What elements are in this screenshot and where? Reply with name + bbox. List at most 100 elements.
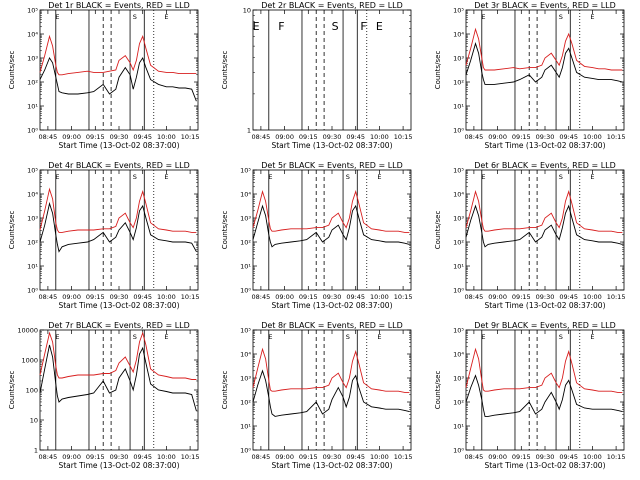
y-axis-label: Counts/sec [221,371,229,410]
x-tick-label: 09:45 [133,453,152,461]
y-tick-label: 1 [34,447,38,455]
chart-title: Det 1r BLACK = Events, RED = LLD [48,1,190,10]
y-tick-label: 10⁵ [453,167,464,175]
y-tick-label: 10³ [27,55,38,63]
y-tick-label: 10 [30,417,38,425]
lld-series-line [39,34,197,76]
marker-label: E [481,333,485,341]
y-tick-label: 10³ [240,215,251,223]
marker-label: E [268,173,272,181]
lld-series-line [465,27,623,71]
x-tick-label: 09:00 [488,133,507,141]
y-tick-label: 10⁵ [27,167,38,175]
y-tick-label: 10² [240,239,251,247]
detector-panel: Det 1r BLACK = Events, RED = LLD 10⁰ 10¹ 10… [0,0,213,160]
y-tick-label: 10³ [27,215,38,223]
x-tick-label: 09:15 [299,293,318,301]
x-tick-label: 09:00 [275,293,294,301]
detector-chart: Det 4r BLACK = Events, RED = LLD 10⁰ 10¹ 10… [8,161,199,310]
x-tick-label: 09:15 [512,133,531,141]
x-tick-label: 09:15 [512,453,531,461]
x-tick-label: 09:15 [299,453,318,461]
plot-frame [39,9,199,131]
y-axis-label: Counts/sec [8,371,16,410]
x-tick-label: 08:45 [39,453,58,461]
marker-label: S [346,333,350,341]
x-tick-label: 09:30 [323,133,342,141]
x-tick-label: 08:45 [465,453,484,461]
marker-label: E [590,333,594,341]
marker-label: F [278,20,284,33]
x-axis-label: Start Time (13-Oct-02 08:37:00) [58,301,179,310]
marker-label: E [268,333,272,341]
x-tick-label: 09:30 [536,453,555,461]
detector-panel: Det 5r BLACK = Events, RED = LLD 10⁰ 10¹ 10… [213,160,426,320]
lld-series-line [39,331,197,380]
x-tick-label: 09:30 [323,293,342,301]
marker-label: E [55,173,59,181]
x-tick-label: 09:00 [62,133,81,141]
y-tick-label: 10⁴ [453,191,464,199]
y-tick-label: 10⁵ [240,327,251,335]
y-tick-label: 10⁰ [27,287,38,295]
marker-label: E [164,13,168,21]
y-tick-label: 10² [453,399,464,407]
marker-label: E [590,13,594,21]
y-tick-label: 10⁴ [240,351,251,359]
y-tick-label: 10⁵ [453,327,464,335]
x-tick-label: 10:00 [370,133,389,141]
marker-label: E [55,333,59,341]
detector-chart: Det 6r BLACK = Events, RED = LLD 10⁰ 10¹ 10… [434,161,625,310]
marker-label: F [360,20,366,33]
x-tick-label: 10:00 [583,133,602,141]
y-tick-label: 10¹ [240,263,251,271]
y-tick-label: 10¹ [453,423,464,431]
y-axis-label: Counts/sec [434,371,442,410]
y-tick-label: 10⁰ [27,127,38,135]
marker-label: S [559,173,563,181]
x-tick-label: 08:45 [39,293,58,301]
y-tick-label: 10¹ [27,103,38,111]
marker-label: E [55,13,59,21]
x-tick-label: 10:15 [394,453,413,461]
detector-panel: Det 7r BLACK = Events, RED = LLD 1 10 100 10… [0,320,213,480]
y-tick-label: 100 [26,387,38,395]
marker-label: E [481,173,485,181]
y-tick-label: 10² [27,239,38,247]
y-tick-label: 10² [240,399,251,407]
y-tick-label: 10⁰ [240,287,251,295]
x-axis-label: Start Time (13-Oct-02 08:37:00) [271,461,392,470]
y-tick-label: 10000 [17,327,38,335]
lld-series-line [465,189,623,233]
x-axis-label: Start Time (13-Oct-02 08:37:00) [484,141,605,150]
y-tick-label: 10 [243,7,251,15]
y-tick-label: 10¹ [240,423,251,431]
detector-chart: Det 1r BLACK = Events, RED = LLD 10⁰ 10¹ 10… [8,1,199,150]
chart-title: Det 5r BLACK = Events, RED = LLD [261,161,403,170]
marker-label: S [133,13,137,21]
x-tick-label: 09:45 [559,133,578,141]
marker-label: S [133,333,137,341]
y-tick-label: 10³ [453,55,464,63]
detector-panel: Det 2r BLACK = Events, RED = LLD 1 10 08:45… [213,0,426,160]
x-axis-label: Start Time (13-Oct-02 08:37:00) [271,141,392,150]
marker-label: E [377,173,381,181]
chart-title: Det 2r BLACK = Events, RED = LLD [261,1,403,10]
detector-panel: Det 8r BLACK = Events, RED = LLD 10⁰ 10¹ 10… [213,320,426,480]
x-tick-label: 09:45 [346,133,365,141]
x-tick-label: 10:15 [181,453,200,461]
detector-chart: Det 3r BLACK = Events, RED = LLD 10⁰ 10¹ 10… [434,1,625,150]
chart-title: Det 9r BLACK = Events, RED = LLD [474,321,616,330]
lld-series-line [252,347,410,393]
y-axis-label: Counts/sec [221,211,229,250]
y-tick-label: 10¹ [27,263,38,271]
x-tick-label: 10:00 [583,293,602,301]
x-tick-label: 09:15 [86,133,105,141]
lld-series-line [39,187,197,233]
y-tick-label: 10⁰ [240,447,251,455]
plot-frame [465,329,625,451]
chart-title: Det 4r BLACK = Events, RED = LLD [48,161,190,170]
x-tick-label: 08:45 [465,133,484,141]
chart-title: Det 6r BLACK = Events, RED = LLD [474,161,616,170]
x-tick-label: 09:15 [299,133,318,141]
